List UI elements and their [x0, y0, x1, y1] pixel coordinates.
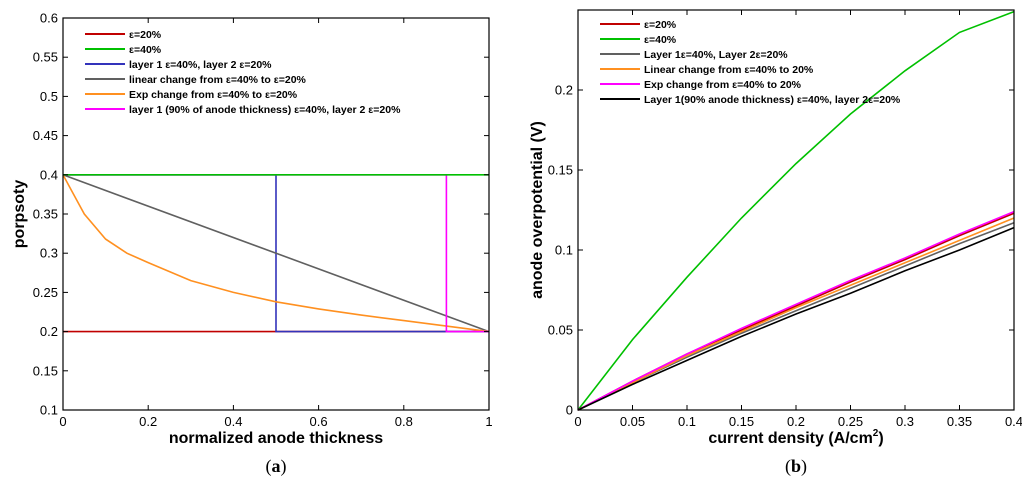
chart-a-legend-label-3: linear change from ε=40% to ε=20%: [129, 74, 307, 86]
chart-b-ylabel: anode overpotential (V): [529, 121, 546, 299]
chart-a-legend-label-2: layer 1 ε=40%, layer 2 ε=20%: [129, 59, 272, 71]
chart-b-y-tick-label: 0: [566, 403, 573, 418]
chart-a-y-tick-label: 0.45: [33, 128, 58, 143]
chart-b-series-4: [577, 210, 1015, 411]
chart-a-panel-label-letter: a: [272, 456, 281, 476]
chart-b-y-tick-label: 0.05: [548, 323, 573, 338]
chart-a-ylabel: porpsoty: [11, 180, 28, 249]
chart-a-legend-label-1: ε=40%: [129, 44, 162, 56]
chart-a-x-tick-label: 0: [59, 414, 66, 429]
chart-a-series-3: [62, 174, 490, 333]
chart-b-x-tick-label: 0.15: [729, 414, 754, 429]
chart-b: 0 0.05 0.1 0.15 0.2 0.25 0.3 0.35 0.4 0 0.05 0.1 0.1…: [529, 9, 1022, 477]
chart-b-series-group: [577, 10, 1015, 411]
chart-b-legend: ε=20% ε=40% Layer 1ε=40%, Layer 2ε=20% Line…: [600, 19, 901, 106]
chart-a-legend-label-5: layer 1 (90% of anode thickness) ε=40%, …: [129, 104, 401, 116]
chart-a-y-tick-label: 0.1: [40, 403, 58, 418]
chart-a-legend-label-0: ε=20%: [129, 29, 162, 41]
chart-b-panel-label-letter: b: [791, 456, 801, 476]
chart-a-y-tick-label: 0.15: [33, 363, 58, 378]
chart-b-x-tick-label: 0.1: [678, 414, 696, 429]
chart-b-x-tick-label: 0.3: [896, 414, 914, 429]
chart-b-y-tick-label: 0.1: [555, 243, 573, 258]
chart-a-x-tick-label: 1: [485, 414, 492, 429]
chart-b-series-3: [577, 217, 1015, 411]
chart-b-series-2: [577, 222, 1015, 411]
chart-a: 0 0.2 0.4 0.6 0.8 1 0.1 0.15 0.2 0.25 0.3 0.35 0.4 0.…: [11, 11, 493, 478]
chart-a-x-tick-label: 0.2: [139, 414, 157, 429]
chart-b-xlabel-main: current density (A/cm: [708, 430, 872, 447]
chart-a-legend: ε=20% ε=40% layer 1 ε=40%, layer 2 ε=20% li…: [85, 29, 401, 116]
chart-b-x-tick-label: 0.25: [838, 414, 863, 429]
chart-b-panel-label-close: ): [801, 456, 807, 477]
chart-a-y-tick-label: 0.55: [33, 50, 58, 65]
chart-a-y-tick-label: 0.4: [40, 167, 58, 182]
chart-b-y-tick-label: 0.15: [548, 163, 573, 178]
chart-a-y-tick-label: 0.2: [40, 324, 58, 339]
chart-a-y-tick-label: 0.35: [33, 207, 58, 222]
chart-b-x-tick-label: 0.05: [620, 414, 645, 429]
chart-b-ticks-group: 0 0.05 0.1 0.15 0.2 0.25 0.3 0.35 0.4 0 0.05 0.1 0.1…: [548, 10, 1022, 429]
chart-b-xlabel-end: ): [878, 430, 883, 447]
chart-b-x-tick-label: 0.35: [947, 414, 972, 429]
chart-a-x-tick-label: 0.8: [395, 414, 413, 429]
chart-a-legend-label-4: Exp change from ε=40% to ε=20%: [129, 89, 298, 101]
chart-a-series-group: [62, 174, 490, 333]
chart-b-panel-label-open: (: [785, 456, 791, 477]
chart-a-y-tick-label: 0.25: [33, 285, 58, 300]
chart-b-xlabel-sup: 2: [873, 428, 879, 439]
chart-a-panel-label-close: ): [281, 456, 287, 477]
chart-b-xlabel: current density (A/cm2): [708, 428, 883, 447]
chart-b-x-tick-label: 0.4: [1005, 414, 1022, 429]
chart-b-legend-label-4: Exp change from ε=40% to 20%: [644, 79, 802, 91]
chart-b-legend-label-2: Layer 1ε=40%, Layer 2ε=20%: [644, 49, 788, 61]
chart-a-y-tick-label: 0.3: [40, 246, 58, 261]
chart-a-ticks-group: 0 0.2 0.4 0.6 0.8 1 0.1 0.15 0.2 0.25 0.3 0.35 0.4 0.…: [33, 11, 493, 430]
chart-b-series-1: [577, 10, 1015, 411]
chart-a-panel-label: (a): [266, 456, 287, 477]
chart-a-x-tick-label: 0.4: [224, 414, 242, 429]
chart-b-x-tick-label: 0.2: [787, 414, 805, 429]
chart-b-legend-label-0: ε=20%: [644, 19, 677, 31]
chart-b-legend-label-1: ε=40%: [644, 34, 677, 46]
chart-b-legend-label-3: Linear change from ε=40% to 20%: [644, 64, 814, 76]
chart-b-legend-label-5: Layer 1(90% anode thickness) ε=40%, laye…: [644, 94, 901, 106]
chart-a-xlabel: normalized anode thickness: [169, 430, 383, 447]
chart-a-y-tick-label: 0.6: [40, 11, 58, 26]
chart-a-y-tick-label: 0.5: [40, 89, 58, 104]
chart-b-panel-label: (b): [785, 456, 807, 477]
chart-a-series-4: [62, 174, 490, 333]
chart-b-series-5: [577, 226, 1015, 411]
chart-b-x-tick-label: 0: [574, 414, 581, 429]
chart-a-x-tick-label: 0.6: [310, 414, 328, 429]
chart-b-y-tick-label: 0.2: [555, 83, 573, 98]
chart-a-panel-label-open: (: [266, 456, 272, 477]
